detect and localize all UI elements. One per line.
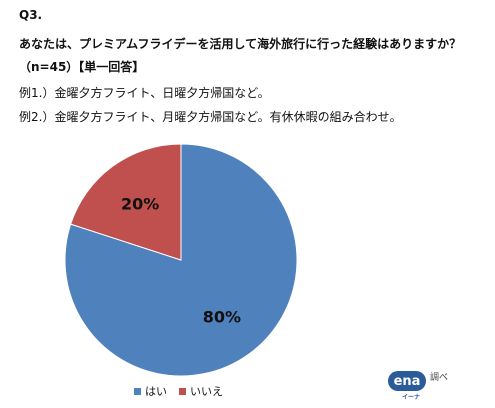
pie-label-yes: 80% [203,307,241,326]
legend-item-yes: はい [134,383,167,399]
ena-logo: ena イーナ 調べ [388,370,449,401]
legend-item-no: いいえ [179,383,223,399]
source-note: 調べ [430,373,449,383]
ena-logo-text: ena [393,373,421,389]
pie-label-no: 20% [121,195,159,214]
legend-swatch-no [179,387,186,395]
pie-slice-yes [64,143,298,377]
question-number: Q3. [19,8,43,22]
pie-slice-no [70,143,182,261]
example-2: 例2.）金曜夕方フライト、月曜夕方帰国など。有休休暇の組み合わせ。 [19,110,402,124]
example-1: 例1.）金曜夕方フライト、日曜夕方帰国など。 [19,86,270,100]
chart-legend: はい いいえ [134,383,223,399]
ena-logo-badge: ena イーナ [388,371,426,401]
ena-logo-sub: イーナ [402,394,421,401]
pie-slices [64,143,298,377]
question-text: あなたは、プレミアムフライデーを活用して海外旅行に行った経験はありますか？ [19,37,462,51]
question-meta: （n=45）【単一回答】 [19,60,145,74]
legend-swatch-yes [134,387,141,395]
pie-labels: 80% 20% [121,195,241,327]
legend-label-no: いいえ [190,385,223,398]
legend-label-yes: はい [145,385,167,398]
